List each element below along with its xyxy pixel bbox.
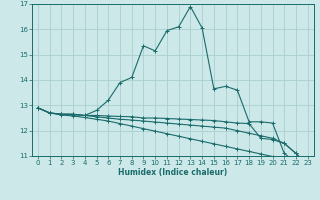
X-axis label: Humidex (Indice chaleur): Humidex (Indice chaleur) <box>118 168 228 177</box>
